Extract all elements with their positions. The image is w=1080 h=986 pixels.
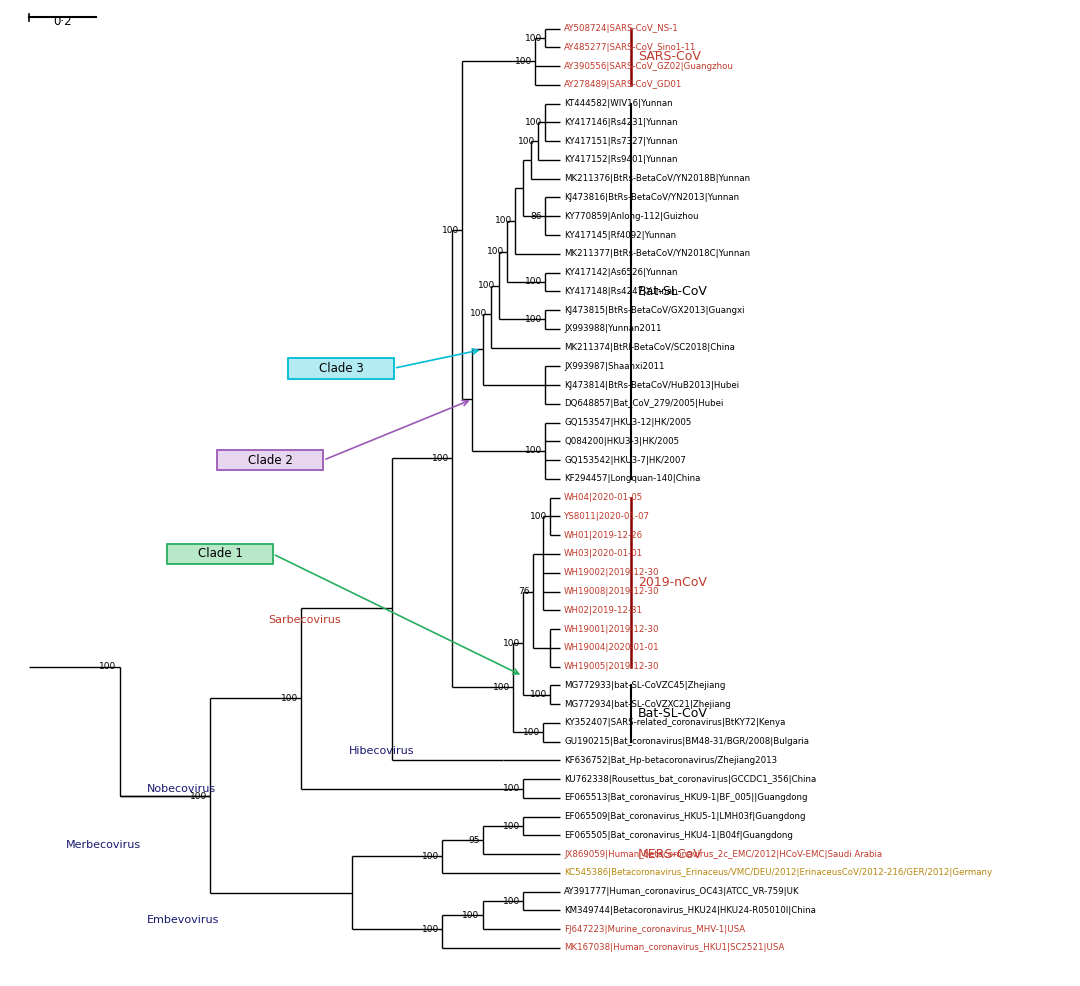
Text: 100: 100: [530, 512, 548, 521]
Text: KF294457|Longquan-140|China: KF294457|Longquan-140|China: [564, 474, 701, 483]
Text: 100: 100: [422, 925, 440, 934]
FancyBboxPatch shape: [288, 358, 394, 379]
Text: Merbecovirus: Merbecovirus: [66, 840, 141, 850]
Text: 100: 100: [281, 694, 298, 703]
Text: KY770859|Anlong-112|Guizhou: KY770859|Anlong-112|Guizhou: [564, 212, 699, 221]
Text: GU190215|Bat_coronavirus|BM48-31/BGR/2008|Bulgaria: GU190215|Bat_coronavirus|BM48-31/BGR/200…: [564, 738, 809, 746]
Text: 100: 100: [486, 247, 503, 256]
Text: WH19002|2019-12-30: WH19002|2019-12-30: [564, 568, 660, 577]
Text: AY390556|SARS-CoV_GZ02|Guangzhou: AY390556|SARS-CoV_GZ02|Guangzhou: [564, 62, 734, 71]
Text: KY417142|As6526|Yunnan: KY417142|As6526|Yunnan: [564, 268, 677, 277]
Text: 100: 100: [525, 315, 542, 324]
Text: JX993987|Shaanxi2011: JX993987|Shaanxi2011: [564, 362, 664, 371]
Text: MK211374|BtRl-BetaCoV/SC2018|China: MK211374|BtRl-BetaCoV/SC2018|China: [564, 343, 735, 352]
Text: Clade 1: Clade 1: [198, 547, 242, 560]
Text: KY417151|Rs7327|Yunnan: KY417151|Rs7327|Yunnan: [564, 137, 678, 146]
Text: 100: 100: [502, 784, 519, 793]
Text: 100: 100: [190, 792, 207, 801]
Text: WH03|2020-01-01: WH03|2020-01-01: [564, 549, 644, 558]
Text: 0·2: 0·2: [53, 15, 72, 28]
Text: 100: 100: [517, 137, 535, 146]
Text: 100: 100: [470, 310, 487, 318]
Text: 100: 100: [502, 821, 519, 830]
Text: DQ648857|Bat_CoV_279/2005|Hubei: DQ648857|Bat_CoV_279/2005|Hubei: [564, 399, 724, 408]
Text: 100: 100: [478, 281, 496, 290]
Text: 100: 100: [422, 852, 440, 861]
Text: MG772934|bat-SL-CoVZXC21|Zhejiang: MG772934|bat-SL-CoVZXC21|Zhejiang: [564, 700, 731, 709]
Text: 100: 100: [99, 662, 117, 671]
Text: 100: 100: [525, 277, 542, 286]
Text: WH02|2019-12-31: WH02|2019-12-31: [564, 605, 644, 614]
Text: 100: 100: [495, 217, 512, 226]
Text: Bat-SL-CoV: Bat-SL-CoV: [638, 707, 707, 720]
Text: KU762338|Rousettus_bat_coronavirus|GCCDC1_356|China: KU762338|Rousettus_bat_coronavirus|GCCDC…: [564, 775, 816, 784]
Text: Hibecovirus: Hibecovirus: [349, 746, 414, 756]
Text: KJ473814|BtRs-BetaCoV/HuB2013|Hubei: KJ473814|BtRs-BetaCoV/HuB2013|Hubei: [564, 381, 740, 389]
Text: GQ153547|HKU3-12|HK/2005: GQ153547|HKU3-12|HK/2005: [564, 418, 691, 427]
Text: KJ473815|BtRs-BetaCoV/GX2013|Guangxi: KJ473815|BtRs-BetaCoV/GX2013|Guangxi: [564, 306, 745, 315]
Text: KF636752|Bat_Hp-betacoronavirus/Zhejiang2013: KF636752|Bat_Hp-betacoronavirus/Zhejiang…: [564, 756, 778, 765]
Text: JX869059|Human_betacoronavirus_2c_EMC/2012|HCoV-EMC|Saudi Arabia: JX869059|Human_betacoronavirus_2c_EMC/20…: [564, 850, 882, 859]
Text: Nobecovirus: Nobecovirus: [147, 784, 216, 794]
Text: 100: 100: [442, 226, 459, 235]
Text: Q084200|HKU3-3|HK/2005: Q084200|HKU3-3|HK/2005: [564, 437, 679, 446]
Text: Embevovirus: Embevovirus: [147, 915, 219, 925]
Text: 2019-nCoV: 2019-nCoV: [638, 576, 706, 589]
Text: 100: 100: [523, 728, 540, 737]
Text: 100: 100: [502, 639, 519, 648]
Text: 100: 100: [525, 447, 542, 456]
Text: AY485277|SARS-CoV_Sino1-11: AY485277|SARS-CoV_Sino1-11: [564, 42, 697, 52]
Text: EF065513|Bat_coronavirus_HKU9-1|BF_005||Guangdong: EF065513|Bat_coronavirus_HKU9-1|BF_005||…: [564, 794, 808, 803]
Text: MK211377|BtRs-BetaCoV/YN2018C|Yunnan: MK211377|BtRs-BetaCoV/YN2018C|Yunnan: [564, 249, 751, 258]
Text: AY278489|SARS-CoV_GD01: AY278489|SARS-CoV_GD01: [564, 81, 683, 90]
Text: KT444582|WIV16|Yunnan: KT444582|WIV16|Yunnan: [564, 100, 673, 108]
Text: 100: 100: [492, 682, 510, 692]
Text: MERS-CoV: MERS-CoV: [638, 848, 702, 861]
Text: EF065509|Bat_coronavirus_HKU5-1|LMH03f|Guangdong: EF065509|Bat_coronavirus_HKU5-1|LMH03f|G…: [564, 812, 806, 821]
Text: 86: 86: [530, 212, 542, 221]
Text: WH19004|2020-01-01: WH19004|2020-01-01: [564, 643, 660, 653]
Text: Bat-SL-CoV: Bat-SL-CoV: [638, 285, 707, 298]
Text: Clade 2: Clade 2: [248, 454, 293, 466]
Text: WH19001|2019-12-30: WH19001|2019-12-30: [564, 624, 660, 634]
Text: 100: 100: [525, 118, 542, 127]
Text: 100: 100: [502, 896, 519, 905]
Text: FJ647223|Murine_coronavirus_MHV-1|USA: FJ647223|Murine_coronavirus_MHV-1|USA: [564, 925, 745, 934]
Text: WH04|2020-01-05: WH04|2020-01-05: [564, 493, 644, 502]
Text: EF065505|Bat_coronavirus_HKU4-1|B04f|Guangdong: EF065505|Bat_coronavirus_HKU4-1|B04f|Gua…: [564, 831, 793, 840]
Text: AY391777|Human_coronavirus_OC43|ATCC_VR-759|UK: AY391777|Human_coronavirus_OC43|ATCC_VR-…: [564, 887, 800, 896]
Text: 100: 100: [515, 57, 532, 66]
Text: WH19005|2019-12-30: WH19005|2019-12-30: [564, 662, 660, 671]
Text: SARS-CoV: SARS-CoV: [638, 50, 701, 63]
Text: KC545386|Betacoronavirus_Erinaceus/VMC/DEU/2012|ErinaceusCoV/2012-216/GER/2012|G: KC545386|Betacoronavirus_Erinaceus/VMC/D…: [564, 869, 993, 878]
Text: GQ153542|HKU3-7|HK/2007: GQ153542|HKU3-7|HK/2007: [564, 456, 686, 464]
FancyBboxPatch shape: [217, 450, 323, 470]
Text: WH01|2019-12-26: WH01|2019-12-26: [564, 530, 644, 539]
Text: KY417146|Rs4231|Yunnan: KY417146|Rs4231|Yunnan: [564, 118, 678, 127]
Text: JX993988|Yunnan2011: JX993988|Yunnan2011: [564, 324, 662, 333]
Text: 95: 95: [468, 835, 480, 845]
Text: KJ473816|BtRs-BetaCoV/YN2013|Yunnan: KJ473816|BtRs-BetaCoV/YN2013|Yunnan: [564, 193, 740, 202]
Text: Sarbecovirus: Sarbecovirus: [268, 614, 340, 625]
Text: 100: 100: [525, 34, 542, 42]
Text: KY417148|Rs4247|Yunnan: KY417148|Rs4247|Yunnan: [564, 287, 678, 296]
Text: KY352407|SARS-related_coronavirus|BtKY72|Kenya: KY352407|SARS-related_coronavirus|BtKY72…: [564, 719, 785, 728]
Text: MK167038|Human_coronavirus_HKU1|SC2521|USA: MK167038|Human_coronavirus_HKU1|SC2521|U…: [564, 944, 784, 952]
Text: MG772933|bat-SL-CoVZC45|Zhejiang: MG772933|bat-SL-CoVZC45|Zhejiang: [564, 680, 726, 690]
Text: 100: 100: [432, 454, 449, 462]
Text: AY508724|SARS-CoV_NS-1: AY508724|SARS-CoV_NS-1: [564, 24, 679, 34]
Text: MK211376|BtRs-BetaCoV/YN2018B|Yunnan: MK211376|BtRs-BetaCoV/YN2018B|Yunnan: [564, 175, 751, 183]
Text: 76: 76: [518, 587, 530, 596]
Text: 100: 100: [530, 690, 548, 699]
Text: Clade 3: Clade 3: [319, 362, 363, 375]
FancyBboxPatch shape: [167, 543, 273, 564]
Text: KM349744|Betacoronavirus_HKU24|HKU24-R05010I|China: KM349744|Betacoronavirus_HKU24|HKU24-R05…: [564, 906, 816, 915]
Text: YS8011|2020-01-07: YS8011|2020-01-07: [564, 512, 650, 521]
Text: WH19008|2019-12-30: WH19008|2019-12-30: [564, 587, 660, 596]
Text: KY417145|Rf4092|Yunnan: KY417145|Rf4092|Yunnan: [564, 231, 676, 240]
Text: KY417152|Rs9401|Yunnan: KY417152|Rs9401|Yunnan: [564, 156, 677, 165]
Text: 100: 100: [462, 911, 480, 920]
